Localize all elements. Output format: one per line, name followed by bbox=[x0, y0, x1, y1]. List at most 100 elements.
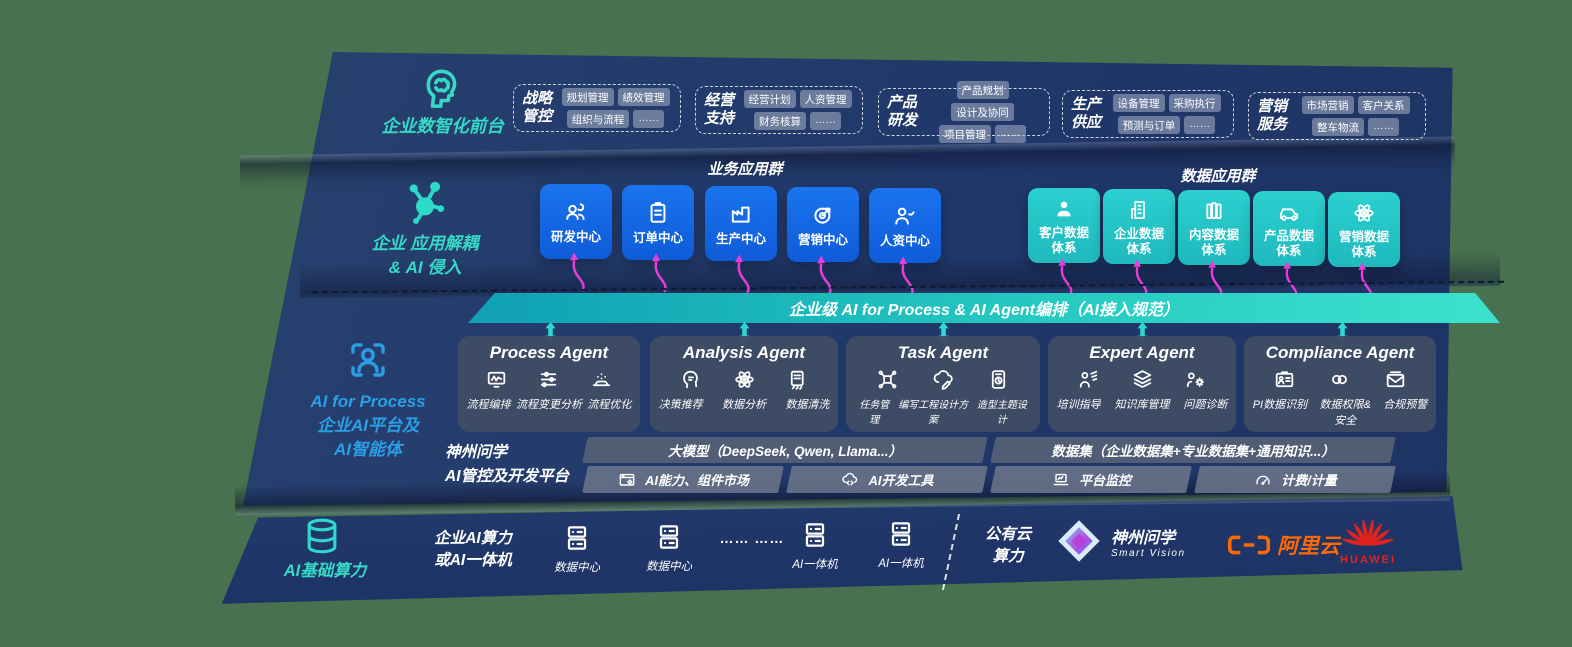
agents-layer-label: AI for Process 企业AI平台及 AI智能体 bbox=[310, 392, 426, 459]
group-chip: 市场营销 bbox=[1301, 96, 1354, 114]
group-chip: 规划管理 bbox=[561, 88, 614, 106]
card-marketing-center: 营销中心 bbox=[787, 187, 859, 262]
orchestration-label: 企业级 AI for Process & AI Agent编排（AI接入规范） bbox=[789, 302, 1179, 319]
vendor-huawei: HUAWEI bbox=[1340, 514, 1396, 566]
card-label: 营销数据 体系 bbox=[1338, 230, 1389, 259]
card-production-center: 生产中心 bbox=[705, 186, 777, 261]
group-chip: 人资管理 bbox=[799, 90, 852, 108]
dev-tools-icon bbox=[840, 470, 860, 490]
group-chip: 项目管理 bbox=[939, 125, 991, 143]
business-apps-title: 业务应用群 bbox=[707, 161, 783, 178]
agent-process: Process Agent 流程编排 流程变更分析 流程优化 bbox=[458, 336, 640, 432]
group-chip: …… bbox=[633, 110, 665, 128]
group-chip: 采购执行 bbox=[1168, 94, 1221, 112]
agent-capability: 编写工程设计方案 bbox=[898, 400, 969, 426]
arrow-up-magenta bbox=[570, 252, 585, 292]
vendor-smart-vision: 神州问学 Smart Vision bbox=[1056, 518, 1186, 564]
component-market-icon bbox=[617, 470, 637, 490]
group-name: 产品 研发 bbox=[887, 94, 918, 129]
node-label: 数据中心 bbox=[554, 562, 600, 574]
group-name: 营销 服务 bbox=[1257, 98, 1288, 133]
scan-person-icon bbox=[344, 336, 392, 384]
node-label: AI一体机 bbox=[878, 558, 924, 570]
flow-orchestration-icon bbox=[484, 367, 509, 392]
agent-capability: 知识库管理 bbox=[1114, 399, 1170, 411]
front-group-production: 生产 供应 设备管理 采购执行 预测与订单 …… bbox=[1062, 90, 1234, 138]
card-content-data: 内容数据 体系 bbox=[1178, 190, 1250, 265]
group-chip: 客户关系 bbox=[1357, 96, 1410, 114]
group-chip: 预测与订单 bbox=[1117, 116, 1181, 134]
front-group-operation: 经营 支持 经营计划 人资管理 财务核算 …… bbox=[695, 86, 863, 134]
apps-layer-label: 企业 应用解耦 & AI 侵入 bbox=[371, 234, 479, 277]
product-icon bbox=[1276, 199, 1302, 225]
card-label: 生产中心 bbox=[715, 232, 766, 247]
vendor-name: 神州问学 bbox=[1111, 529, 1176, 547]
production-icon bbox=[727, 200, 755, 228]
group-chip: …… bbox=[1368, 118, 1399, 136]
training-icon bbox=[1076, 367, 1101, 392]
arrow-up-magenta bbox=[735, 254, 750, 294]
agent-expert: Expert Agent 培训指导 知识库管理 问题诊断 bbox=[1048, 336, 1236, 432]
monitor-icon bbox=[1051, 470, 1071, 490]
agent-capability: 流程编排 bbox=[466, 399, 511, 411]
chip-label: 平台监控 bbox=[1078, 473, 1131, 488]
agent-capability: 问题诊断 bbox=[1183, 399, 1228, 411]
group-chip: 财务核算 bbox=[754, 112, 806, 130]
dataset-bar: 数据集（企业数据集+专业数据集+通用知识...） bbox=[993, 437, 1393, 463]
group-chip: …… bbox=[810, 112, 841, 130]
public-cloud-label: 公有云 算力 bbox=[984, 526, 1032, 566]
card-order-center: 订单中心 bbox=[622, 185, 694, 260]
group-chip: 设计及协同 bbox=[951, 103, 1014, 121]
front-layer-label: 企业数智化前台 bbox=[381, 116, 504, 136]
arrow-up-magenta bbox=[1133, 259, 1148, 297]
chip-platform-monitor: 平台监控 bbox=[993, 466, 1189, 493]
agent-title: Task Agent bbox=[897, 343, 989, 362]
customer-icon bbox=[1051, 196, 1077, 222]
card-label: 营销中心 bbox=[797, 233, 848, 248]
enterprise-compute-label: 企业AI算力 或AI一体机 bbox=[434, 530, 512, 570]
flow-optimize-icon bbox=[589, 367, 614, 392]
model-bar: 大模型（DeepSeek, Qwen, Llama...） bbox=[585, 437, 985, 463]
database-icon bbox=[300, 514, 344, 558]
arrow-up-magenta bbox=[899, 256, 914, 296]
arrow-up-magenta bbox=[1208, 260, 1223, 298]
card-hr-center: 人资中心 bbox=[869, 188, 941, 263]
agent-capability: 流程变更分析 bbox=[515, 399, 582, 411]
card-product-data: 产品数据 体系 bbox=[1253, 191, 1325, 266]
group-name: 经营 支持 bbox=[704, 92, 735, 127]
group-chip: …… bbox=[1184, 116, 1216, 134]
front-group-strategy: 战略 管控 规划管理 绩效管理 组织与流程 …… bbox=[513, 84, 681, 132]
card-marketing-data: 营销数据 体系 bbox=[1328, 192, 1400, 267]
arrow-up-magenta bbox=[652, 253, 667, 293]
card-customer-data: 客户数据 体系 bbox=[1028, 188, 1100, 263]
card-label: 订单中心 bbox=[632, 231, 683, 246]
alibaba-cloud-logo-icon bbox=[1228, 535, 1270, 555]
chip-billing: 计费/计量 bbox=[1197, 466, 1393, 493]
content-icon bbox=[1201, 198, 1227, 224]
group-chip: 组织与流程 bbox=[566, 110, 630, 128]
server-icon bbox=[561, 522, 593, 554]
vendor-subtitle: Smart Vision bbox=[1111, 547, 1186, 559]
server-icon bbox=[885, 518, 917, 550]
group-chip: 产品规划 bbox=[956, 81, 1009, 99]
agent-capability: 数据清洗 bbox=[785, 399, 830, 411]
chip-label: AI能力、组件市场 bbox=[644, 473, 749, 488]
ellipsis-nodes: …… …… bbox=[719, 530, 785, 546]
arrow-up-magenta bbox=[817, 255, 832, 295]
card-label: 研发中心 bbox=[550, 230, 601, 245]
smart-vision-logo-icon bbox=[1058, 520, 1100, 562]
platform-label: 神州问学 AI管控及开发平台 bbox=[445, 444, 570, 486]
molecule-icon bbox=[398, 176, 452, 230]
decision-icon bbox=[678, 367, 703, 392]
order-icon bbox=[644, 199, 672, 227]
agent-title: Compliance Agent bbox=[1265, 343, 1415, 362]
theme-design-icon bbox=[986, 367, 1011, 392]
vendor-name: HUAWEI bbox=[1340, 554, 1396, 566]
agent-capability: 数据权限& 安全 bbox=[1319, 399, 1371, 427]
card-label: 产品数据 体系 bbox=[1263, 229, 1314, 258]
diagnosis-icon bbox=[1183, 367, 1208, 392]
design-doc-icon bbox=[931, 367, 956, 392]
agent-title: Process Agent bbox=[489, 343, 609, 362]
agent-capability: 数据分析 bbox=[722, 399, 766, 411]
